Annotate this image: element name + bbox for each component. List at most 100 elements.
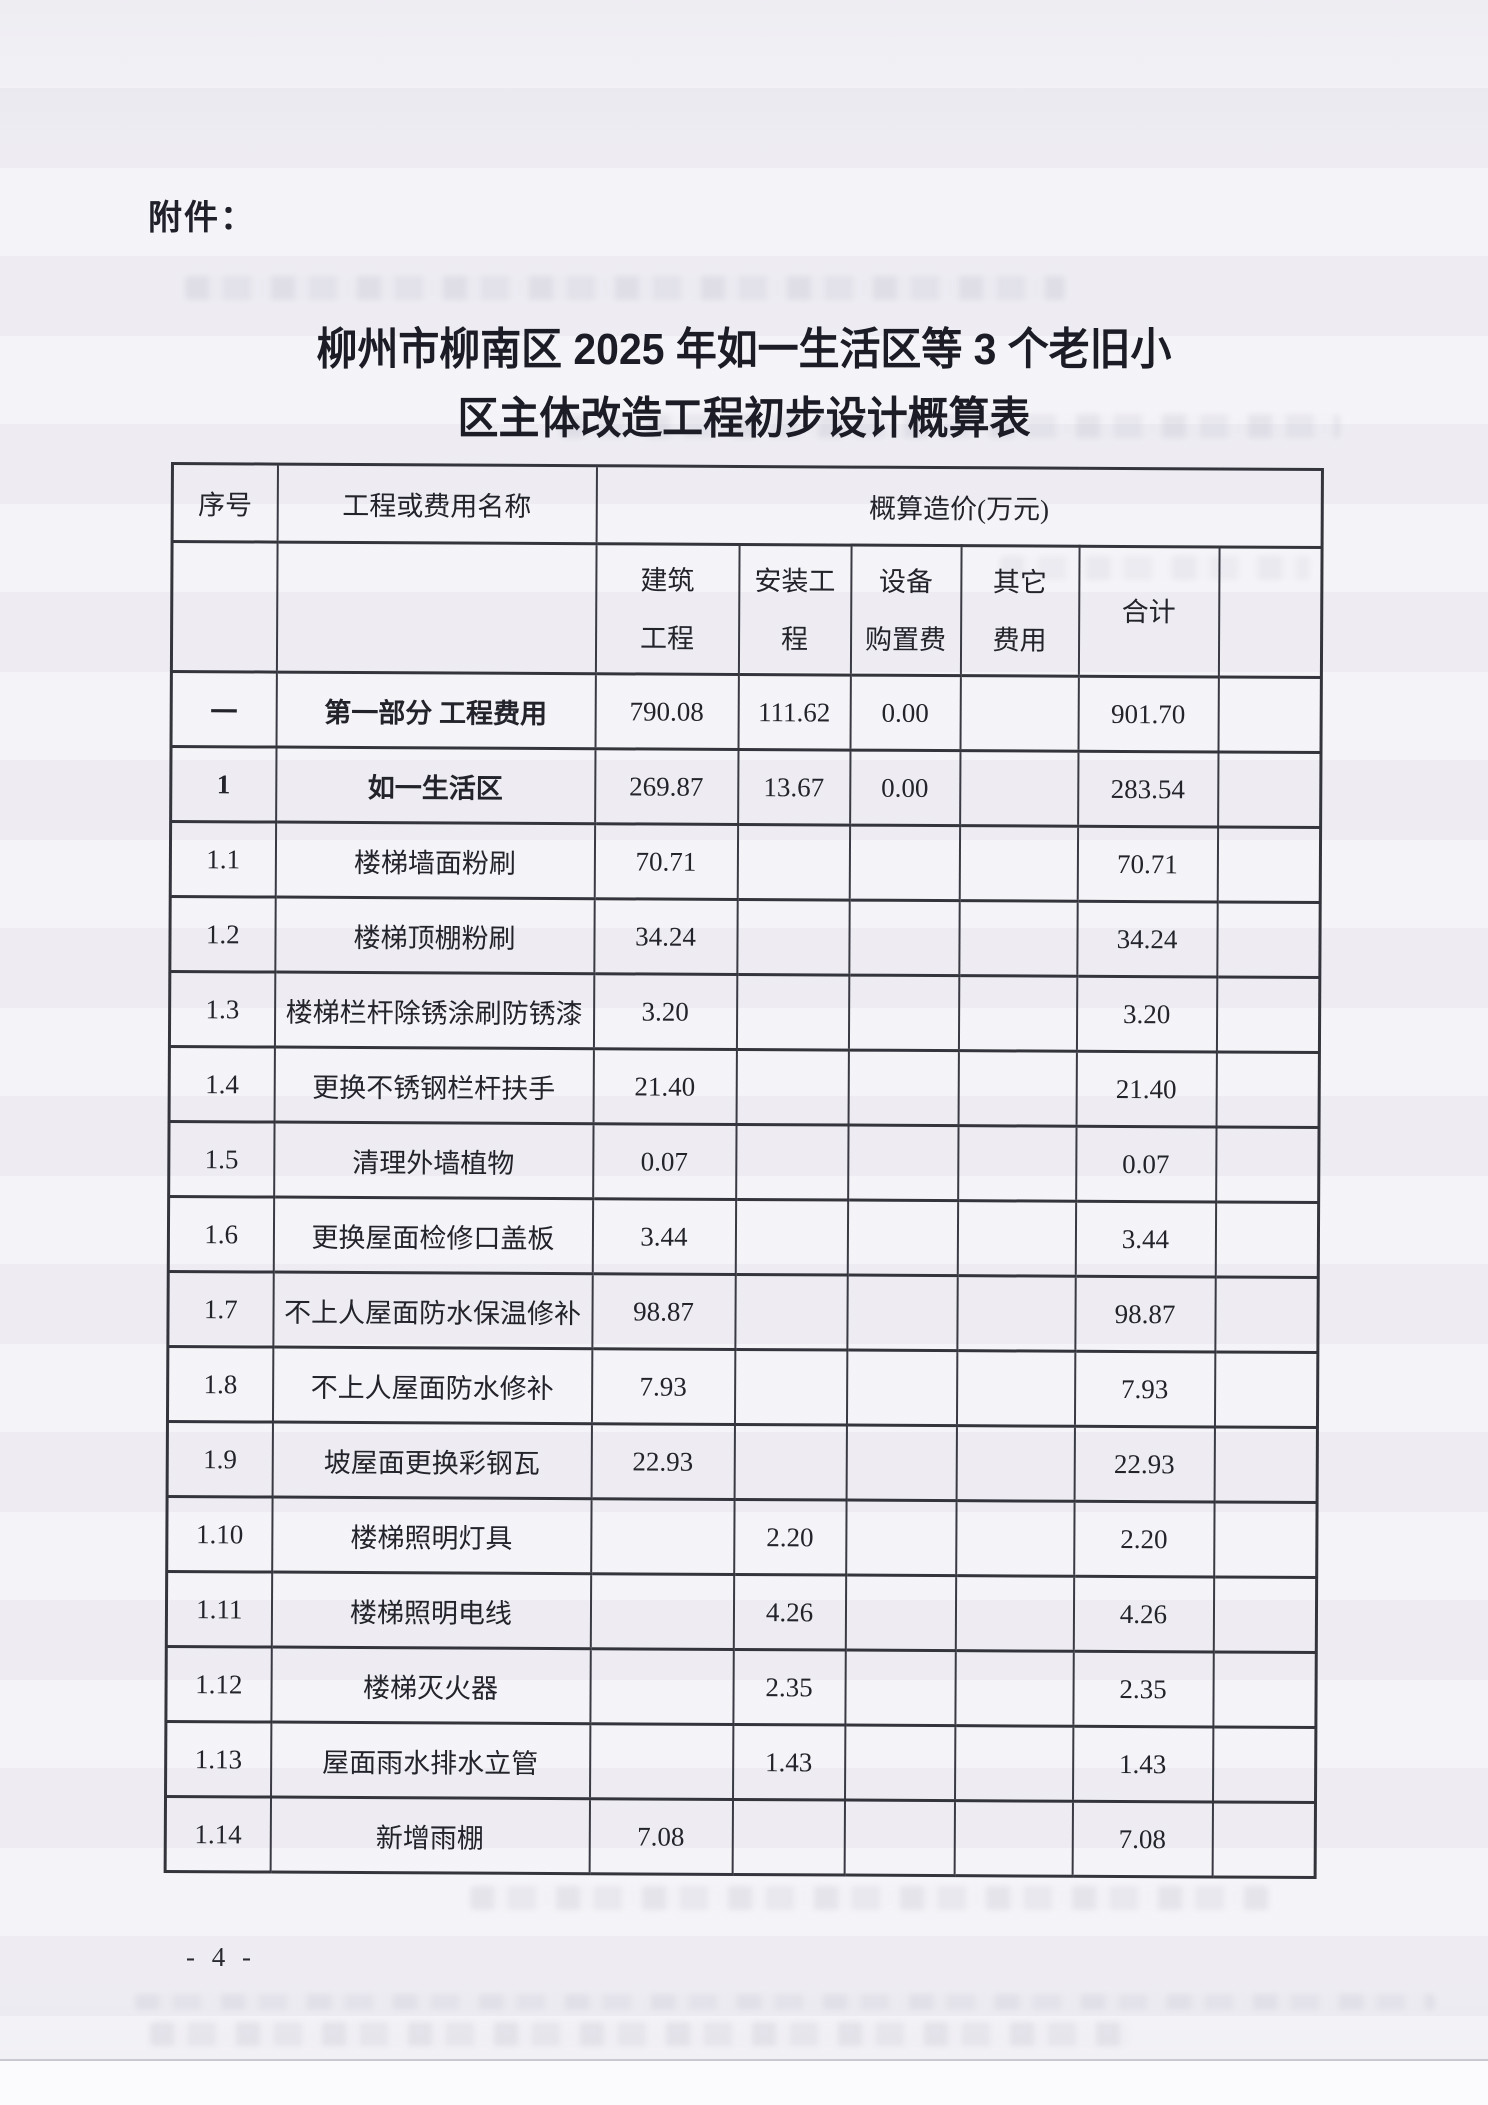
cell-construction: 70.71	[594, 823, 738, 900]
cell-equipment	[844, 1650, 956, 1726]
cell-installation: 13.67	[737, 749, 851, 826]
cell-extra	[1215, 1201, 1319, 1278]
cell-name: 更换屋面检修口盖板	[273, 1197, 593, 1274]
cell-total: 21.40	[1076, 1051, 1217, 1127]
cell-name: 新增雨棚	[270, 1797, 590, 1874]
cell-installation	[734, 1424, 847, 1501]
cell-extra	[1216, 1051, 1320, 1128]
cell-equipment	[847, 1200, 958, 1276]
cell-total: 4.26	[1073, 1576, 1214, 1652]
cell-total: 3.44	[1075, 1201, 1216, 1277]
cell-total: 283.54	[1077, 751, 1218, 827]
cell-seq: 1.12	[165, 1646, 272, 1723]
cell-extra	[1217, 826, 1321, 903]
cell-name: 清理外墙植物	[273, 1122, 594, 1199]
cell-equipment: 0.00	[850, 675, 961, 751]
cell-total: 22.93	[1074, 1426, 1215, 1502]
table-row: 1 如一生活区 269.87 13.67 0.00 283.54	[170, 746, 1322, 828]
cell-equipment	[846, 1275, 958, 1351]
table-row: 1.4 更换不锈钢栏杆扶手 21.40 21.40	[169, 1046, 1320, 1128]
cell-equipment	[846, 1350, 957, 1426]
cell-installation	[736, 974, 849, 1051]
table-row: 1.2 楼梯顶棚粉刷 34.24 34.24	[169, 896, 1321, 978]
cell-name: 不上人屋面防水保温修补	[272, 1272, 593, 1349]
cell-equipment	[845, 1500, 957, 1576]
cell-seq: 1.9	[167, 1421, 273, 1498]
cell-total: 3.20	[1076, 976, 1217, 1052]
cell-other	[954, 1725, 1073, 1802]
cell-name: 楼梯照明电线	[271, 1572, 591, 1649]
cell-installation	[735, 1124, 849, 1201]
cell-other	[959, 825, 1078, 902]
cell-construction	[589, 1648, 734, 1725]
cell-seq: 1.13	[165, 1721, 271, 1798]
cell-total: 98.87	[1074, 1276, 1216, 1352]
cell-construction: 0.07	[592, 1123, 737, 1200]
table-row: 1.12 楼梯灭火器 2.35 2.35	[165, 1646, 1317, 1728]
cell-seq: 一	[171, 671, 277, 748]
cell-extra	[1215, 1126, 1320, 1203]
cell-construction: 7.08	[589, 1798, 733, 1875]
cell-other	[958, 975, 1077, 1052]
cell-name: 更换不锈钢栏杆扶手	[274, 1047, 594, 1124]
bleedthrough-smudge	[135, 1994, 1435, 2010]
cell-construction: 22.93	[591, 1423, 735, 1500]
subheader-name-empty	[276, 542, 597, 674]
table-row: 1.11 楼梯照明电线 4.26 4.26	[166, 1571, 1317, 1653]
cell-installation	[735, 1199, 848, 1276]
cell-equipment: 0.00	[849, 750, 960, 826]
cell-other	[957, 1200, 1076, 1277]
cell-total: 2.20	[1073, 1501, 1215, 1577]
cell-total: 901.70	[1077, 676, 1219, 752]
cell-equipment	[848, 975, 959, 1051]
cell-other	[959, 750, 1078, 827]
cell-total: 34.24	[1076, 901, 1218, 977]
cell-seq: 1.5	[168, 1121, 275, 1198]
cell-extra	[1214, 1276, 1319, 1353]
cell-installation: 2.35	[732, 1649, 846, 1726]
cell-construction: 3.20	[593, 973, 737, 1050]
page-number: - 4 -	[186, 1942, 256, 1972]
cell-construction: 21.40	[593, 1048, 737, 1125]
cell-name: 屋面雨水排水立管	[270, 1722, 590, 1799]
cell-construction	[589, 1723, 733, 1800]
cell-seq: 1	[170, 746, 277, 823]
cell-total: 7.08	[1072, 1801, 1213, 1877]
subheader-seq-empty	[171, 541, 278, 673]
table-body: 序号 工程或费用名称 概算造价(万元) 建筑 工程 安装工 程 设备 购置费 其…	[165, 463, 1323, 1878]
cell-name: 楼梯栏杆除锈涂刷防锈漆	[274, 972, 594, 1049]
subheader-equipment: 设备 购置费	[850, 545, 962, 676]
cell-other	[957, 1125, 1077, 1202]
cell-installation	[734, 1274, 848, 1351]
table-row: 1.8 不上人屋面防水修补 7.93 7.93	[167, 1346, 1318, 1428]
table-header-row: 序号 工程或费用名称 概算造价(万元)	[172, 463, 1323, 548]
scan-bottom-strip	[0, 2059, 1488, 2105]
cell-installation	[732, 1799, 845, 1876]
cell-equipment	[847, 1125, 959, 1201]
table-row: 1.1 楼梯墙面粉刷 70.71 70.71	[170, 821, 1321, 903]
cell-construction: 7.93	[591, 1348, 735, 1425]
cell-construction: 34.24	[593, 898, 738, 975]
cell-seq: 1.8	[167, 1346, 273, 1423]
document-title-line2: 区主体改造工程初步设计概算表	[457, 393, 1031, 443]
cell-extra	[1214, 1426, 1318, 1503]
cell-seq: 1.11	[166, 1571, 272, 1648]
cell-other	[958, 1050, 1077, 1127]
cell-construction: 790.08	[595, 673, 739, 750]
header-seq: 序号	[172, 463, 278, 543]
table-row: 1.14 新增雨棚 7.08 7.08	[165, 1796, 1316, 1878]
document-title-line1: 柳州市柳南区 2025 年如一生活区等 3 个老旧小	[316, 325, 1172, 374]
subheader-other: 其它 费用	[960, 545, 1080, 677]
cell-extra	[1212, 1801, 1316, 1878]
cell-seq: 1.7	[167, 1271, 274, 1348]
cell-name: 不上人屋面防水修补	[272, 1347, 592, 1424]
cell-total: 1.43	[1072, 1726, 1213, 1802]
cell-other	[958, 900, 1078, 977]
budget-estimate-table: 序号 工程或费用名称 概算造价(万元) 建筑 工程 安装工 程 设备 购置费 其…	[163, 462, 1325, 1880]
cell-installation: 1.43	[732, 1724, 845, 1801]
cell-seq: 1.3	[169, 971, 275, 1048]
cell-extra	[1216, 976, 1320, 1053]
attachment-label: 附件：	[148, 200, 256, 237]
cell-name: 楼梯墙面粉刷	[275, 822, 595, 899]
cell-extra	[1217, 676, 1322, 753]
